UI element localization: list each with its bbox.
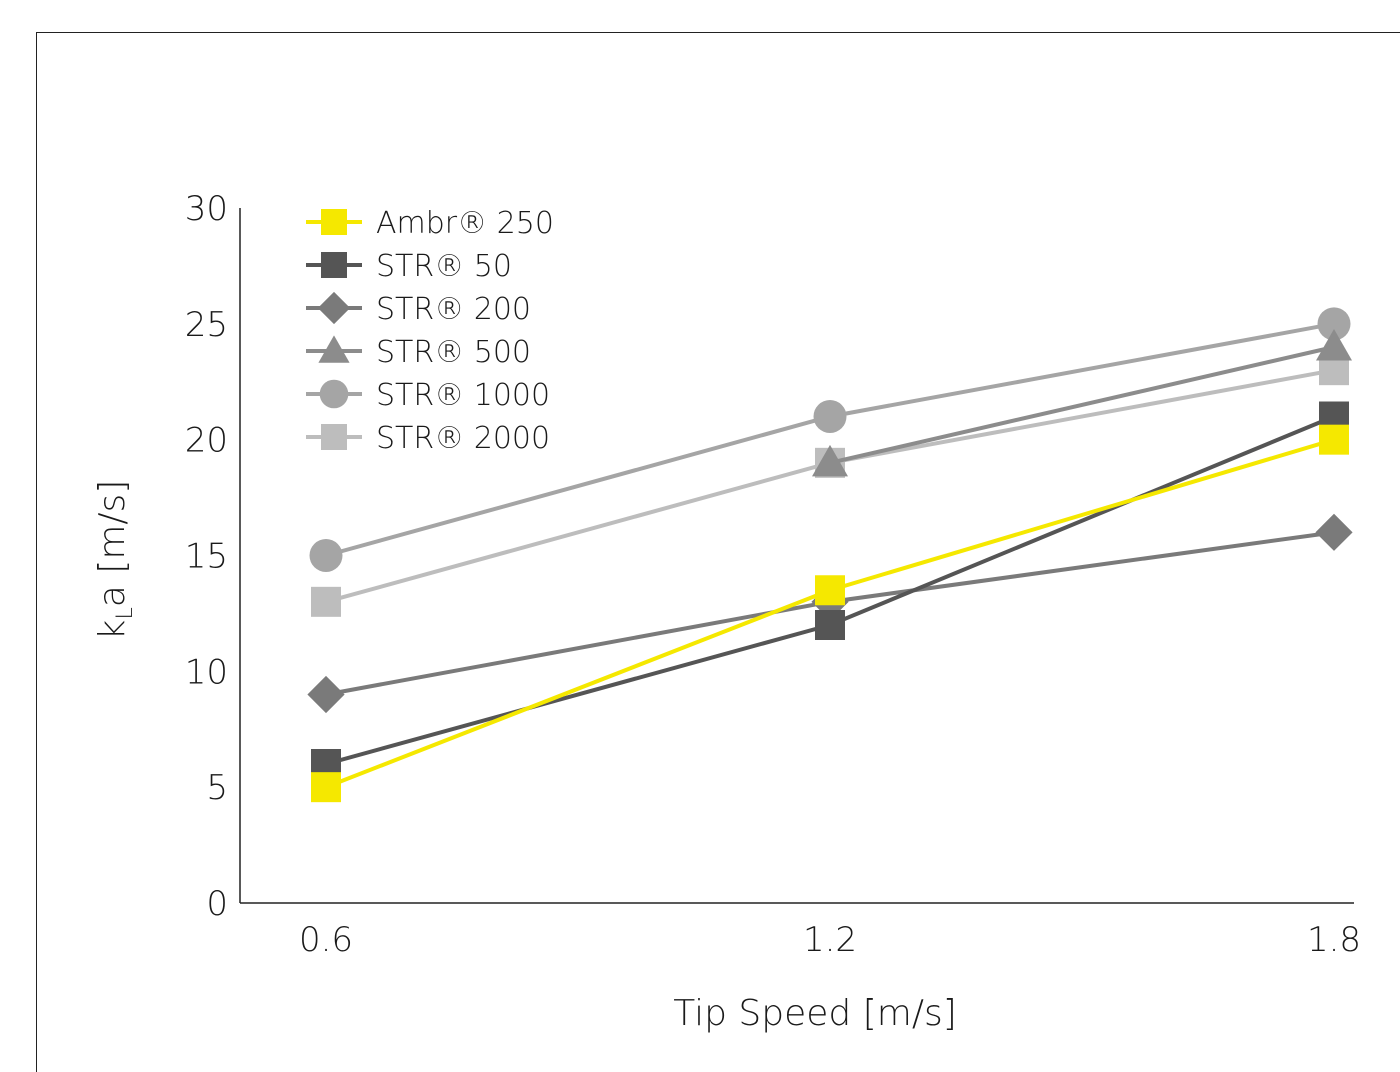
x-tick-label: 0.6 xyxy=(299,920,353,960)
data-point-circle xyxy=(1317,307,1351,341)
y-tick-label: 30 xyxy=(185,189,228,229)
y-axis-title: kLa [m/s] xyxy=(92,480,138,641)
data-point-triangle xyxy=(812,444,848,477)
y-axis-title-rest: a [m/s] xyxy=(92,480,133,608)
x-axis-title: Tip Speed [m/s] xyxy=(673,993,957,1034)
data-point-circle xyxy=(813,400,847,433)
legend-label: Ambr® 250 xyxy=(376,206,554,241)
legend-label: STR® 1000 xyxy=(376,378,550,413)
legend-label: STR® 500 xyxy=(376,335,531,370)
data-point-square xyxy=(311,586,341,617)
legend-marker-square xyxy=(321,209,347,235)
legend-marker-diamond xyxy=(317,291,351,325)
legend-marker-square xyxy=(321,252,347,278)
data-point-square xyxy=(815,610,845,640)
data-point-square xyxy=(311,772,341,803)
x-tick-label: 1.2 xyxy=(803,920,857,960)
legend-marker-square xyxy=(321,424,347,450)
legend-label: STR® 200 xyxy=(376,292,531,327)
y-axis-title-k: k xyxy=(92,619,133,640)
data-point-diamond xyxy=(1315,513,1353,551)
data-point-diamond xyxy=(307,675,345,714)
legend-label: STR® 2000 xyxy=(376,421,550,456)
y-tick-label: 25 xyxy=(185,305,228,345)
y-axis-title-subscript: L xyxy=(113,607,138,619)
legend-label: STR® 50 xyxy=(376,249,512,284)
legend-marker-triangle xyxy=(318,335,350,363)
y-tick-label: 10 xyxy=(185,652,228,692)
legend-marker-circle xyxy=(319,379,349,409)
x-tick-label: 1.8 xyxy=(1307,920,1361,960)
data-point-square xyxy=(815,575,845,606)
data-point-triangle xyxy=(1316,329,1352,361)
y-tick-label: 15 xyxy=(185,537,228,577)
y-tick-label: 0 xyxy=(206,884,228,924)
series-line-3 xyxy=(829,345,1335,465)
y-tick-label: 20 xyxy=(185,421,228,461)
data-point-square xyxy=(1319,424,1349,455)
data-point-circle xyxy=(309,539,343,572)
y-tick-label: 5 xyxy=(206,768,228,808)
chart-frame xyxy=(36,32,1400,1072)
